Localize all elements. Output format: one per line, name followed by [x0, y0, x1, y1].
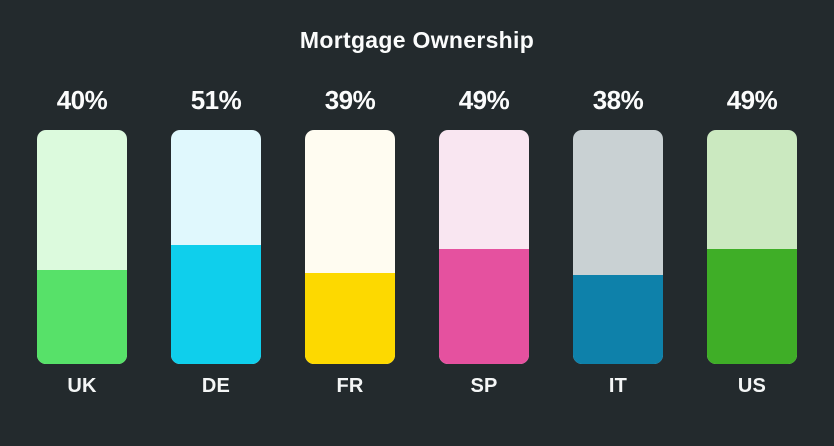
- bar-column: 49% US: [707, 86, 797, 398]
- bar-track: [305, 130, 395, 364]
- bar-value-label: 38%: [592, 85, 644, 115]
- bar-column: 39% FR: [305, 86, 395, 398]
- bar-country-label: IT: [608, 375, 628, 397]
- bar-value-label: 49%: [726, 85, 778, 115]
- bar-column: 49% SP: [439, 86, 529, 398]
- bar-fill: [171, 244, 261, 364]
- bar-fill: [707, 249, 797, 364]
- bar-column: 51% DE: [171, 86, 261, 398]
- bar-country-label: DE: [201, 375, 231, 397]
- bar-track: [573, 130, 663, 364]
- bar-country-label: US: [737, 375, 767, 397]
- bar-country-label: FR: [336, 375, 364, 397]
- bar-value-label: 51%: [190, 85, 242, 115]
- bar-country-label: SP: [470, 375, 498, 397]
- chart-title: Mortgage Ownership: [299, 27, 535, 53]
- bar-value-label: 40%: [56, 85, 108, 115]
- bar-fill: [439, 249, 529, 364]
- bars-row: 40% UK 51% DE 39% FR 49% SP 38% IT 49%: [37, 86, 797, 398]
- bar-fill: [37, 270, 127, 364]
- bar-country-label: UK: [67, 375, 97, 397]
- bar-fill: [573, 275, 663, 364]
- bar-track: [37, 130, 127, 364]
- bar-track: [707, 130, 797, 364]
- bar-value-label: 49%: [458, 85, 510, 115]
- bar-value-label: 39%: [324, 85, 376, 115]
- bar-track: [171, 130, 261, 364]
- bar-column: 38% IT: [573, 86, 663, 398]
- bar-track: [439, 130, 529, 364]
- bar-fill: [305, 272, 395, 364]
- bar-column: 40% UK: [37, 86, 127, 398]
